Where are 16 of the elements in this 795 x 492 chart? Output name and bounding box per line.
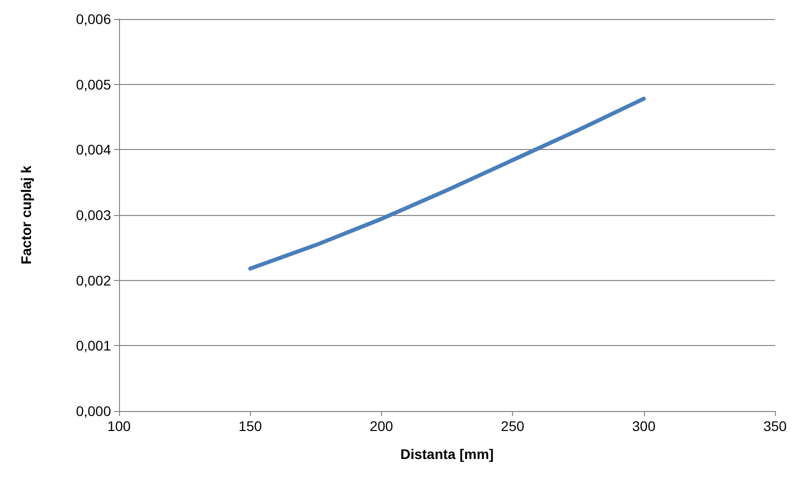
x-tick-label: 150 xyxy=(238,418,262,434)
y-tick-label: 0,000 xyxy=(76,403,112,419)
y-tick-label: 0,002 xyxy=(76,272,112,288)
line-series xyxy=(248,96,646,271)
x-tick-label: 250 xyxy=(500,418,524,434)
x-tick-label: 200 xyxy=(370,418,394,434)
x-tick-label: 100 xyxy=(107,418,131,434)
y-tick-label: 0,003 xyxy=(76,207,112,223)
y-axis-title: Factor cuplaj k xyxy=(18,165,34,264)
y-tick-label: 0,004 xyxy=(76,142,112,158)
x-axis-title: Distanta [mm] xyxy=(400,446,494,462)
y-tick-label: 0,006 xyxy=(76,11,112,27)
x-tick-label: 350 xyxy=(763,418,787,434)
y-tick-label: 0,001 xyxy=(76,338,112,354)
x-tick-label: 300 xyxy=(632,418,656,434)
y-tick-label: 0,005 xyxy=(76,76,112,92)
